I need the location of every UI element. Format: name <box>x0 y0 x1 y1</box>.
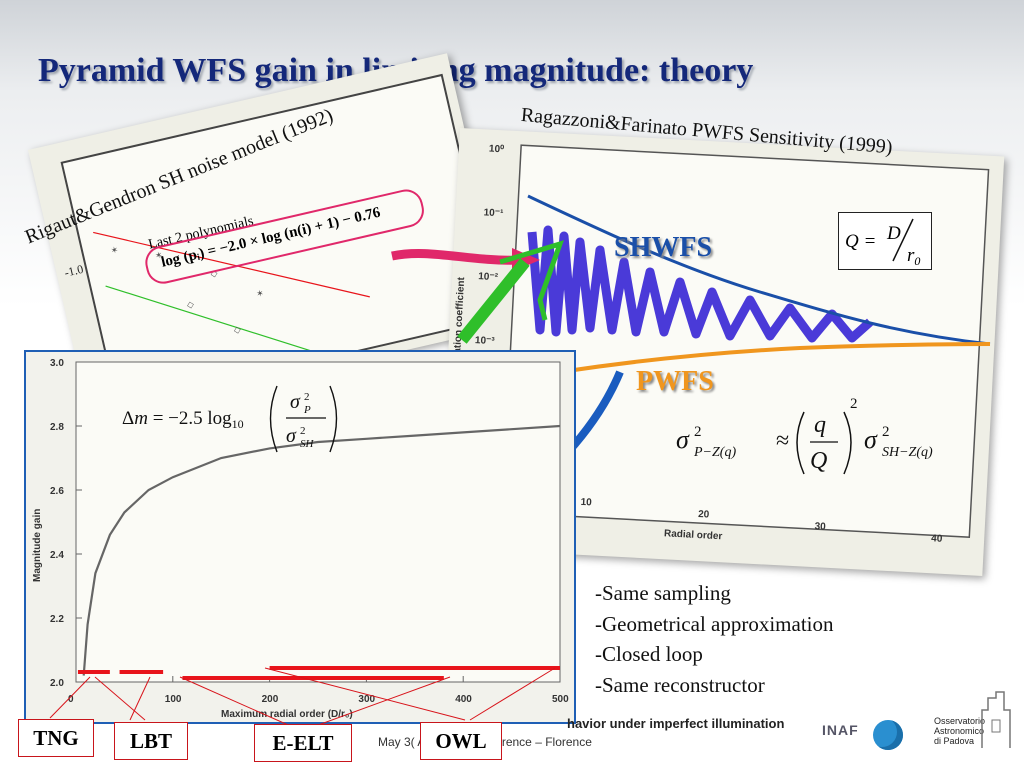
svg-text:σ: σ <box>676 425 690 454</box>
x-axis-label: Maximum radial order (D/r₀) <box>221 709 353 720</box>
x-tick-label: 400 <box>455 694 472 705</box>
green-arrow <box>457 258 530 344</box>
y-tick-label: 3.0 <box>50 358 64 369</box>
bullet-reconstructor: -Same reconstructor <box>595 672 765 697</box>
svg-text:Q: Q <box>810 448 827 474</box>
telescope-eelt: E-ELT <box>254 724 352 762</box>
x-tick-30: 30 <box>814 521 826 533</box>
x-tick-20: 20 <box>698 509 710 521</box>
svg-text:Q =: Q = <box>845 231 876 252</box>
svg-text:2: 2 <box>850 396 858 412</box>
y-tick-2: 10⁻² <box>478 271 499 283</box>
svg-text:✶: ✶ <box>154 250 164 261</box>
svg-text:2: 2 <box>694 424 702 440</box>
shwfs-envelope <box>527 194 991 346</box>
inaf-text: INAF <box>822 722 859 738</box>
svg-text:✶: ✶ <box>110 244 120 255</box>
svg-text:P: P <box>303 404 311 416</box>
y-tick-label: 2.0 <box>50 678 64 689</box>
magnitude-gain-curve <box>82 424 561 676</box>
y-axis-label: Magnitude gain <box>32 509 43 582</box>
svg-text:D: D <box>886 223 901 244</box>
shwfs-label: SHWFS <box>614 232 712 263</box>
x-tick-label: 500 <box>552 694 569 705</box>
svg-text:2: 2 <box>300 425 306 437</box>
y-tick-label: 2.2 <box>50 614 64 625</box>
svg-text:2: 2 <box>882 424 890 440</box>
x-tick-label: 300 <box>358 694 375 705</box>
svg-text:◇: ◇ <box>186 299 195 310</box>
y-tick-label: 2.6 <box>50 486 64 497</box>
telescope-tng: TNG <box>18 719 94 757</box>
shwfs-oscillation <box>527 225 873 343</box>
x-tick-label: 100 <box>165 694 182 705</box>
y-tick-0: 10⁰ <box>489 144 505 156</box>
red-fit-line <box>93 231 370 298</box>
bullet-sampling: -Same sampling <box>595 581 731 605</box>
svg-text:◇: ◇ <box>209 268 218 279</box>
inaf-logo: INAF <box>822 722 859 740</box>
svg-text:SH: SH <box>300 438 315 450</box>
y-tick-3: 10⁻³ <box>475 335 496 347</box>
assumption-list: -Same sampling -Geometrical approximatio… <box>595 578 834 700</box>
svg-text:Δm = −2.5 log10: Δm = −2.5 log10 <box>122 408 244 431</box>
svg-text:σ: σ <box>864 425 878 454</box>
svg-text:✶: ✶ <box>255 288 265 299</box>
bullet-geometry: -Geometrical approximation <box>595 611 834 636</box>
observatory-tower-icon <box>981 691 1011 748</box>
x-tick-label: 0 <box>68 694 74 705</box>
svg-text:q: q <box>814 412 826 438</box>
delta-m-formula: Δm = −2.5 log10 σ 2P σ 2SH <box>122 385 338 453</box>
pwfs-label: PWFS <box>636 366 714 397</box>
q-formula: Q = D r0 <box>845 218 920 268</box>
radial-order-label: Radial order <box>664 528 723 542</box>
footer-banner: havior under imperfect illumination <box>567 716 785 731</box>
inaf-globe-icon <box>873 720 903 750</box>
telescope-lbt: LBT <box>114 722 188 760</box>
telescope-owl: OWL <box>420 722 502 760</box>
x-tick-40: 40 <box>931 533 943 545</box>
observatory-name: Osservatorio Astronomico di Padova <box>934 716 985 746</box>
svg-text:2: 2 <box>304 391 310 403</box>
svg-text:σ: σ <box>290 391 301 413</box>
pwfs-curve <box>559 342 991 374</box>
obs-line-1: Osservatorio <box>934 716 986 726</box>
y-tick-1: 10⁻¹ <box>483 207 504 219</box>
left-tick: -1.0 <box>63 262 85 280</box>
svg-text:◇: ◇ <box>233 324 242 335</box>
green-fit-line <box>105 285 322 355</box>
obs-line-3: di Padova <box>934 736 975 746</box>
y-tick-label: 2.4 <box>50 550 64 561</box>
bullet-closed-loop: -Closed loop <box>595 642 703 666</box>
svg-text:SH−Z(q): SH−Z(q) <box>882 445 933 460</box>
svg-text:≈: ≈ <box>776 428 789 454</box>
x-tick-label: 200 <box>262 694 279 705</box>
svg-text:P−Z(q): P−Z(q) <box>693 445 736 460</box>
y-tick-label: 2.8 <box>50 422 64 433</box>
q-formula-box: Q = D r0 <box>838 212 932 270</box>
svg-text:σ: σ <box>286 425 297 447</box>
green-arrowhead <box>499 240 565 321</box>
x-tick-10: 10 <box>580 497 592 509</box>
obs-line-2: Astronomico <box>934 726 985 736</box>
sigma-formula: σ 2 P−Z(q) ≈ q Q 2 σ 2 SH−Z(q) <box>676 396 933 475</box>
